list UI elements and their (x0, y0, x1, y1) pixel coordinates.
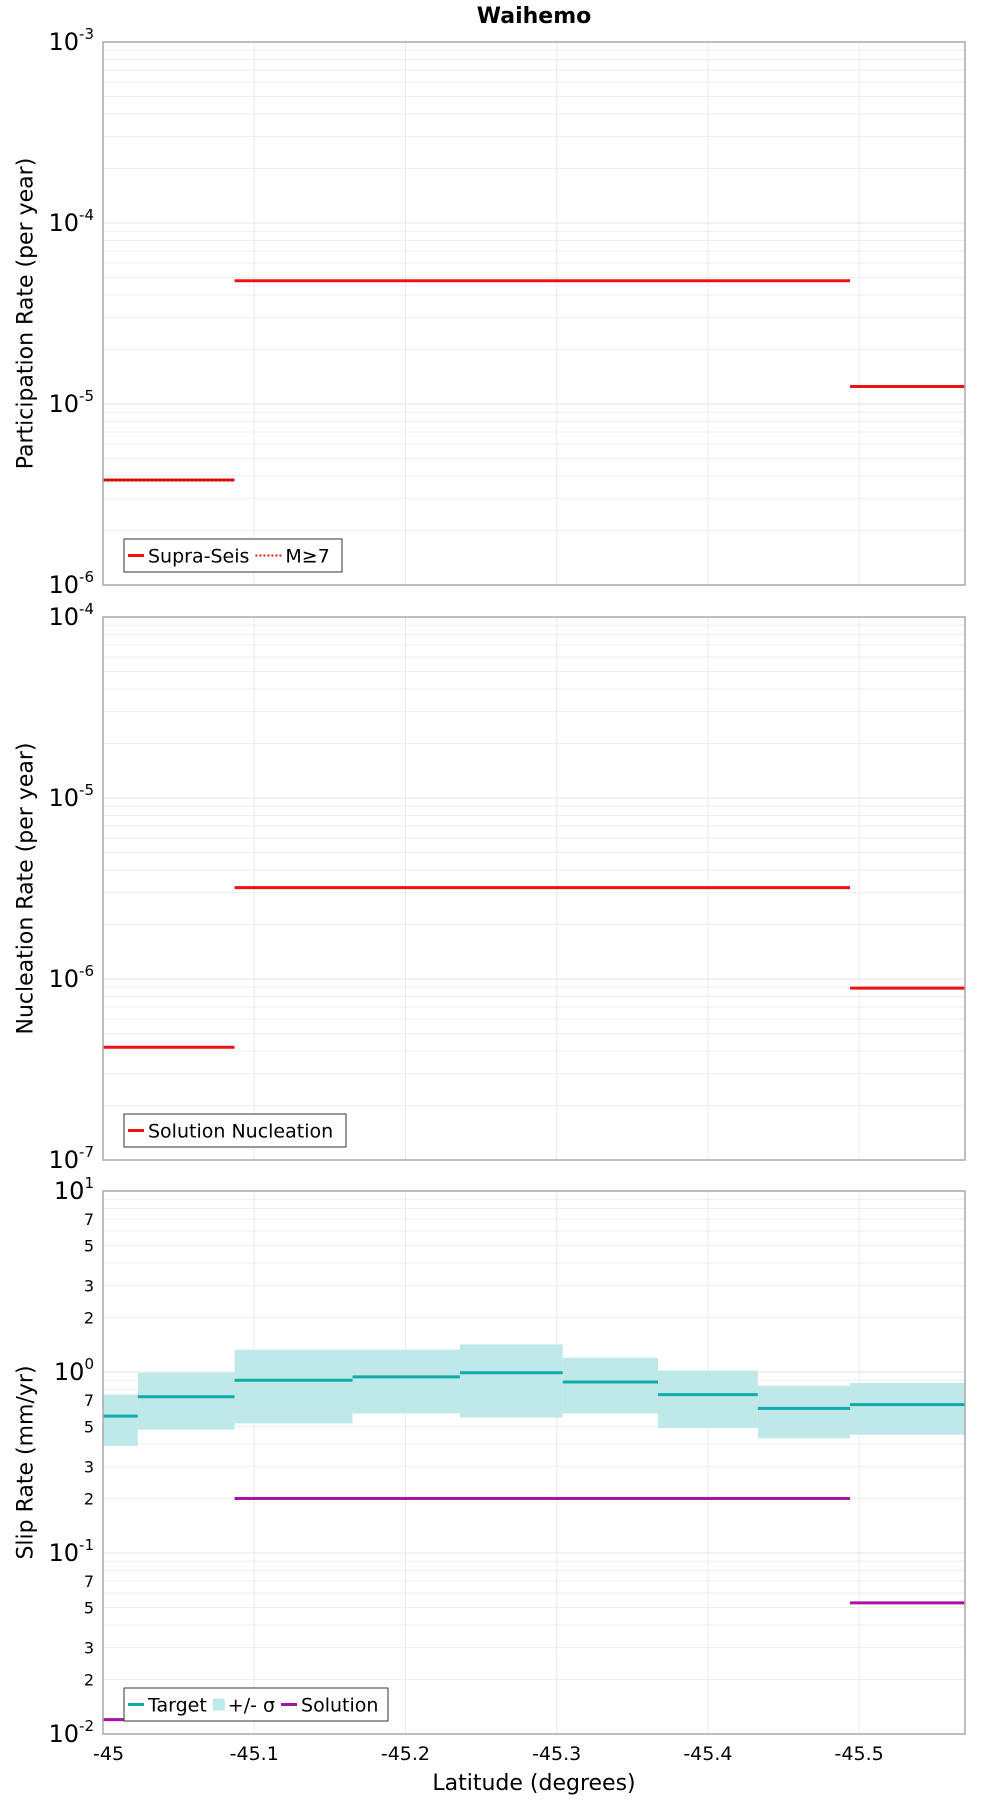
x-tick-label: -45.2 (381, 1743, 430, 1765)
y-minor-tick-label: 3 (84, 1458, 94, 1477)
series (103, 886, 965, 1049)
y-minor-tick-label: 7 (84, 1210, 94, 1229)
y-minor-tick-label: 5 (84, 1417, 94, 1436)
series (103, 279, 965, 482)
band-segment (352, 1349, 460, 1414)
legend-label: M≥7 (285, 546, 329, 568)
y-tick-labels: 10-6 10-5 10-4 10-3 (48, 25, 94, 599)
panel-2: 10-7 10-6 10-5 10-4 Nucleation Rate (per yea… (14, 600, 966, 1174)
y-minor-tick-label: 2 (84, 1490, 94, 1509)
band-segment (658, 1370, 758, 1429)
y-tick-label: 100 (54, 1355, 94, 1386)
y-tick-labels: 10-2 10-1 100 101 (48, 1174, 94, 1748)
y-minor-tick-label: 5 (84, 1598, 94, 1617)
x-axis-label: Latitude (degrees) (432, 1771, 635, 1796)
legend-box (123, 1113, 347, 1148)
plot-frame (102, 41, 966, 586)
legend-label: Solution (301, 1695, 378, 1717)
y-tick-label: 10-5 (48, 387, 94, 418)
band-segment (137, 1372, 235, 1430)
y-axis-label: Nucleation Rate (per year) (14, 743, 39, 1035)
band-segment (234, 1349, 353, 1424)
y-tick-label: 10-6 (48, 568, 94, 599)
band-segment (103, 1394, 138, 1447)
plot-area (103, 1191, 965, 1734)
y-tick-label: 10-6 (48, 962, 94, 993)
chart-title: Waihemo (477, 4, 592, 29)
legend-label: Target (147, 1695, 207, 1717)
y-tick-label: 10-5 (48, 781, 94, 812)
legend-box (123, 538, 343, 573)
legend-label: Solution Nucleation (148, 1121, 333, 1143)
y-axis-label: Slip Rate (mm/yr) (14, 1365, 39, 1559)
y-minor-tick-label: 2 (84, 1671, 94, 1690)
x-tick-label: -45.1 (230, 1743, 279, 1765)
y-tick-labels: 10-7 10-6 10-5 10-4 (48, 600, 94, 1174)
y-minor-tick-label: 5 (84, 1236, 94, 1255)
y-tick-label: 10-1 (48, 1536, 94, 1567)
y-tick-label: 10-4 (48, 600, 94, 631)
band-segment (562, 1357, 659, 1414)
plot-frame (102, 616, 966, 1161)
x-tick-label: -45.4 (683, 1743, 732, 1765)
band-segment (757, 1385, 851, 1439)
y-minor-tick-label: 2 (84, 1309, 94, 1328)
legend: Supra-Seis M≥7 (123, 538, 343, 573)
y-tick-label: 10-3 (48, 25, 94, 56)
y-tick-label: 10-7 (48, 1143, 94, 1174)
y-tick-label: 10-2 (48, 1717, 94, 1748)
x-tick-label: -45 (93, 1743, 124, 1765)
plot-area (103, 42, 965, 585)
x-tick-label: -45.5 (835, 1743, 884, 1765)
y-tick-label: 101 (54, 1174, 94, 1205)
legend-box (123, 1687, 389, 1722)
legend-swatch-band (212, 1698, 225, 1711)
y-minor-tick-label: 3 (84, 1639, 94, 1658)
y-minor-tick-label: 7 (84, 1572, 94, 1591)
legend-label: +/- σ (228, 1695, 275, 1717)
series (103, 1344, 965, 1722)
y-tick-label: 10-4 (48, 206, 94, 237)
legend: Target +/- σ Solution (123, 1687, 389, 1722)
band-segment (459, 1344, 563, 1418)
panel-1: 10-6 10-5 10-4 10-3 Participation Rate (per … (14, 4, 966, 599)
x-tick-labels: -45 -45.1 -45.2 -45.3 -45.4 -45.5 (93, 1743, 884, 1765)
y-axis-label: Participation Rate (per year) (14, 158, 39, 470)
grid (102, 42, 965, 586)
y-minor-tick-label: 7 (84, 1391, 94, 1410)
y-minor-tick-label: 3 (84, 1277, 94, 1296)
y-minor-tick-labels: 2 3 5 7 2 3 5 7 2 3 5 7 (84, 1210, 94, 1689)
legend: Solution Nucleation (123, 1113, 347, 1148)
panel-3: 10-2 10-1 100 101 2 3 5 7 2 3 5 7 2 3 5 7 Slip Rate (mm/… (14, 1174, 966, 1796)
x-tick-label: -45.3 (532, 1743, 581, 1765)
legend-label: Supra-Seis (148, 546, 249, 568)
band-segment (850, 1382, 965, 1435)
plot-frame (102, 1190, 966, 1735)
